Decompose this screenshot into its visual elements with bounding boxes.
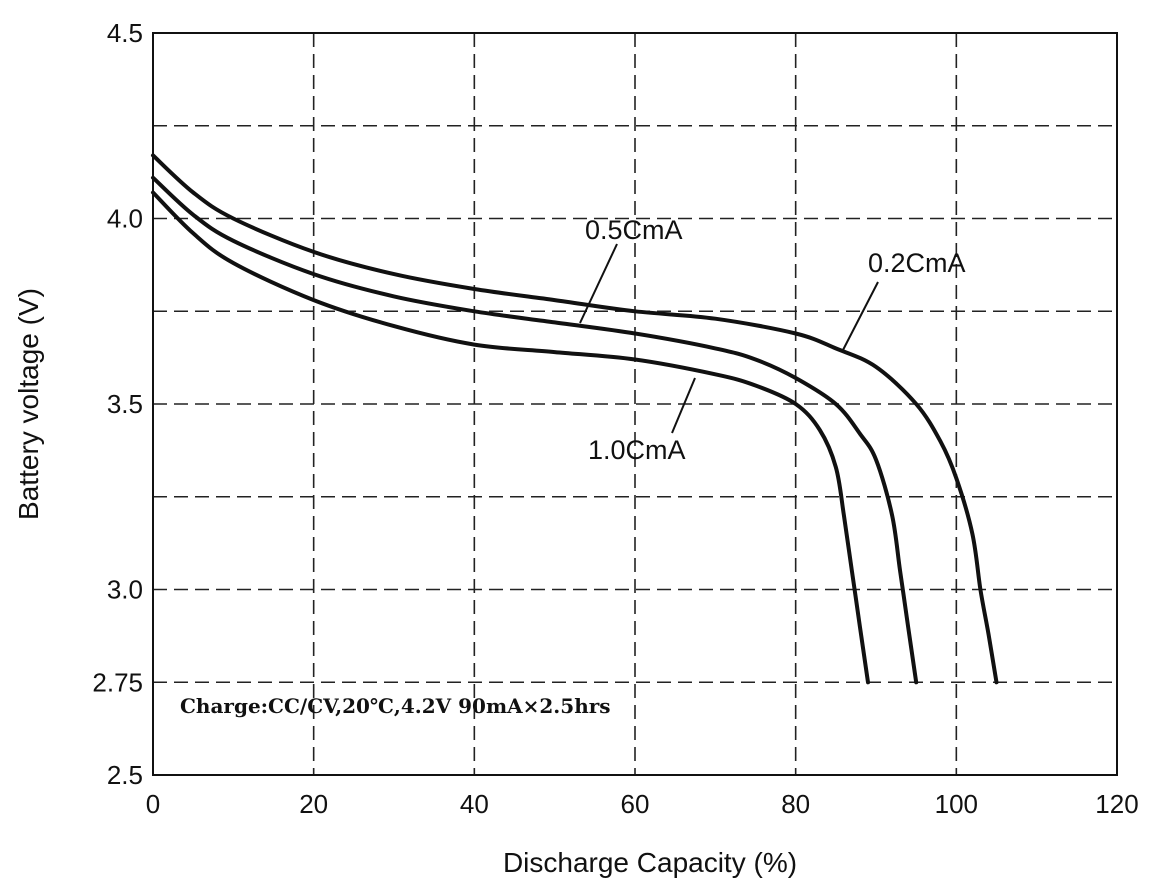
- series-line-0-5cma: [151, 175, 919, 685]
- charge-condition-annotation: Charge:CC/CV,20℃,4.2V 90mA×2.5hrs: [180, 694, 611, 718]
- y-tick-label: 3.0: [107, 575, 143, 605]
- x-tick-label: 60: [621, 789, 650, 819]
- x-axis-title: Discharge Capacity (%): [503, 847, 797, 878]
- series-label-0-2cma: 0.2CmA: [868, 248, 966, 278]
- series-label-1-0cma: 1.0CmA: [588, 435, 686, 465]
- leader-line-0-2cma: [842, 281, 879, 351]
- x-tick-label: 40: [460, 789, 489, 819]
- y-tick-label: 4.0: [107, 204, 143, 234]
- series-curves: [151, 153, 999, 685]
- leader-line-0-5cma: [579, 243, 618, 324]
- y-tick-label: 2.5: [107, 760, 143, 790]
- x-tick-label: 120: [1095, 789, 1138, 819]
- tick-labels: 0 20 40 60 80 100 120 4.5 4.0 3.5 3.0 2.75 2.5: [92, 18, 1138, 819]
- x-tick-label: 100: [935, 789, 978, 819]
- x-tick-label: 0: [146, 789, 160, 819]
- series-line-0-2cma: [151, 153, 999, 685]
- plot-frame: [152, 32, 1118, 776]
- series-leaders: [579, 243, 879, 434]
- series-line-1-0cma: [151, 190, 870, 685]
- series-label-0-5cma: 0.5CmA: [585, 215, 683, 245]
- y-tick-label: 4.5: [107, 18, 143, 48]
- grid-lines: [153, 33, 1117, 775]
- x-tick-label: 80: [781, 789, 810, 819]
- x-tick-label: 20: [299, 789, 328, 819]
- y-axis-title: Battery voltage (V): [13, 288, 44, 520]
- leader-line-1-0cma: [671, 377, 696, 434]
- y-tick-label: 3.5: [107, 389, 143, 419]
- y-tick-label: 2.75: [92, 667, 143, 697]
